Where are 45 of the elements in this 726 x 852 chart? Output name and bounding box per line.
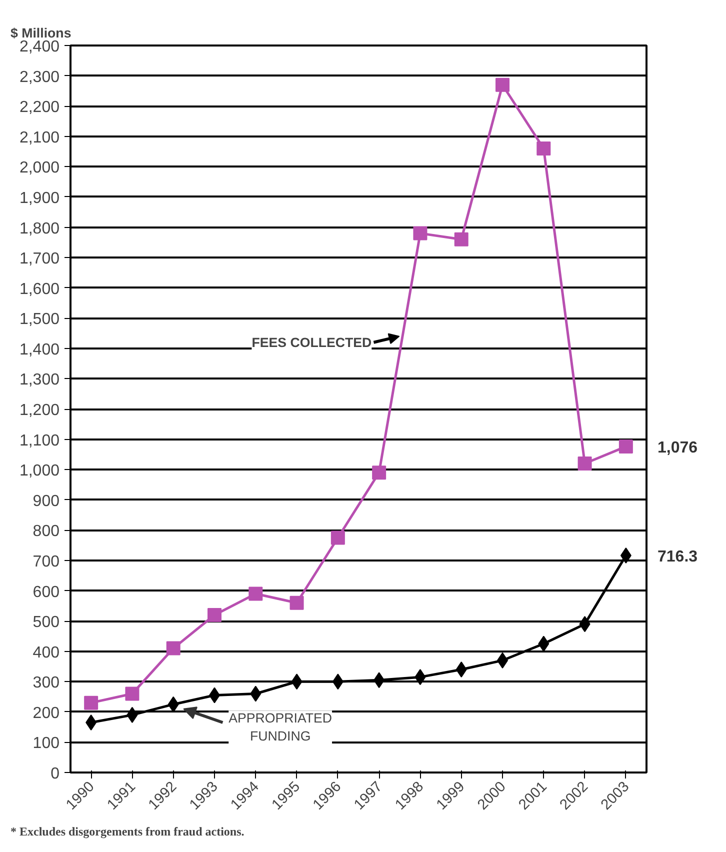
y-tick-label: 1,100 [19,432,60,450]
point [208,608,222,622]
point [372,466,386,480]
point [413,226,428,240]
y-tick-label: 1,000 [19,462,60,480]
y-tick-label: 2,400 [19,38,60,56]
text: * Excludes disgorgements from fraud actions. [10,824,244,838]
y-tick-label: 1,400 [19,341,60,358]
y-tick-label: 1,800 [19,220,60,238]
y-tick-label: 800 [32,523,60,540]
y-tick-label: 500 [32,614,60,632]
y-tick-label: 200 [32,704,60,722]
y-tick-label: 600 [32,584,60,601]
data-label: 716.3 [658,548,698,566]
point [578,456,592,471]
y-tick-label: 1,600 [19,280,60,298]
text: FEES COLLECTED [252,334,372,350]
y-tick-label: 700 [32,553,60,570]
y-tick-label: 1,300 [19,372,60,389]
y-tick-label: 2,000 [19,160,60,177]
y-tick-label: 2,300 [19,68,60,86]
y-tick-label: 900 [32,492,60,510]
point [248,586,263,601]
point [496,78,510,92]
y-tick-label: 1,900 [19,190,60,207]
point [536,141,551,156]
y-axis-title: $ Millions [10,26,72,40]
y-tick-label: 2,100 [19,129,60,146]
y-tick-label: 1,500 [19,311,60,328]
y-tick-label: 300 [32,674,60,692]
y-tick-label: 1,200 [19,402,60,419]
y-tick-label: 1,700 [19,250,60,268]
data-label: 1,076 [658,440,698,457]
y-tick-label: 2,200 [19,99,60,116]
y-tick-label: 0 [50,766,60,782]
point [618,440,633,454]
point [330,530,345,545]
y-tick-label: 400 [32,644,60,662]
point [166,641,180,656]
series-label: APPROPRIATED FUNDING [228,710,332,744]
y-tick-label: 100 [32,735,60,752]
point [84,696,98,710]
point [125,686,140,701]
point [290,596,304,610]
point [454,232,468,246]
